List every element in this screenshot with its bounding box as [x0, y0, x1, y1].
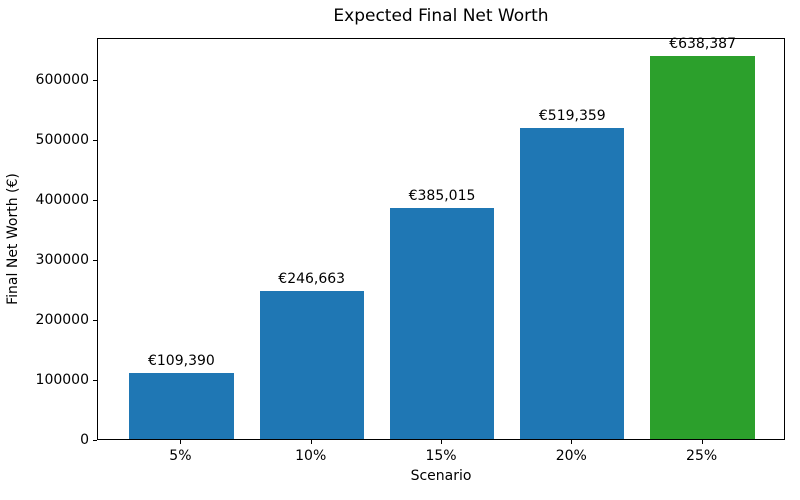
x-tick-label: 5%: [169, 448, 192, 464]
x-tick-label: 25%: [686, 448, 718, 464]
bar: [389, 208, 495, 439]
y-tick-mark: [93, 380, 97, 381]
y-tick-mark: [93, 200, 97, 201]
bar-value-label: €246,663: [278, 271, 346, 287]
bar-value-label: €385,015: [408, 188, 476, 204]
y-tick-label: 600000: [35, 72, 89, 88]
x-tick-mark: [441, 440, 442, 444]
y-tick-mark: [93, 320, 97, 321]
x-tick-mark: [701, 440, 703, 444]
bar: [129, 373, 234, 439]
y-tick-label: 100000: [35, 372, 89, 388]
x-tick-mark: [571, 440, 573, 444]
bar: [650, 56, 755, 439]
bar-value-label: €519,359: [538, 108, 606, 124]
x-tick-mark: [310, 440, 312, 444]
y-tick-label: 0: [80, 432, 89, 448]
x-tick-mark: [180, 440, 182, 444]
x-tick-label: 10%: [295, 448, 327, 464]
y-tick-label: 400000: [35, 192, 89, 208]
bar: [520, 128, 625, 439]
y-tick-mark: [93, 260, 97, 261]
x-tick-label: 20%: [555, 448, 587, 464]
y-tick-label: 200000: [35, 312, 89, 328]
plot-area: €109,390 €246,663 €385,015 €519,359 €638,387: [97, 36, 785, 440]
chart-title: Expected Final Net Worth: [333, 6, 549, 26]
x-tick-label: 15%: [425, 448, 457, 464]
y-axis-label: Final Net Worth (€): [5, 173, 21, 305]
bar: [259, 291, 364, 439]
bar-value-label: €638,387: [669, 36, 736, 52]
x-axis-label: Scenario: [410, 468, 472, 484]
y-tick-label: 500000: [35, 132, 89, 148]
y-tick-mark: [93, 440, 97, 441]
y-tick-mark: [93, 140, 97, 141]
bar-value-label: €109,390: [147, 353, 215, 369]
y-tick-mark: [93, 80, 97, 81]
y-tick-label: 300000: [35, 252, 89, 268]
